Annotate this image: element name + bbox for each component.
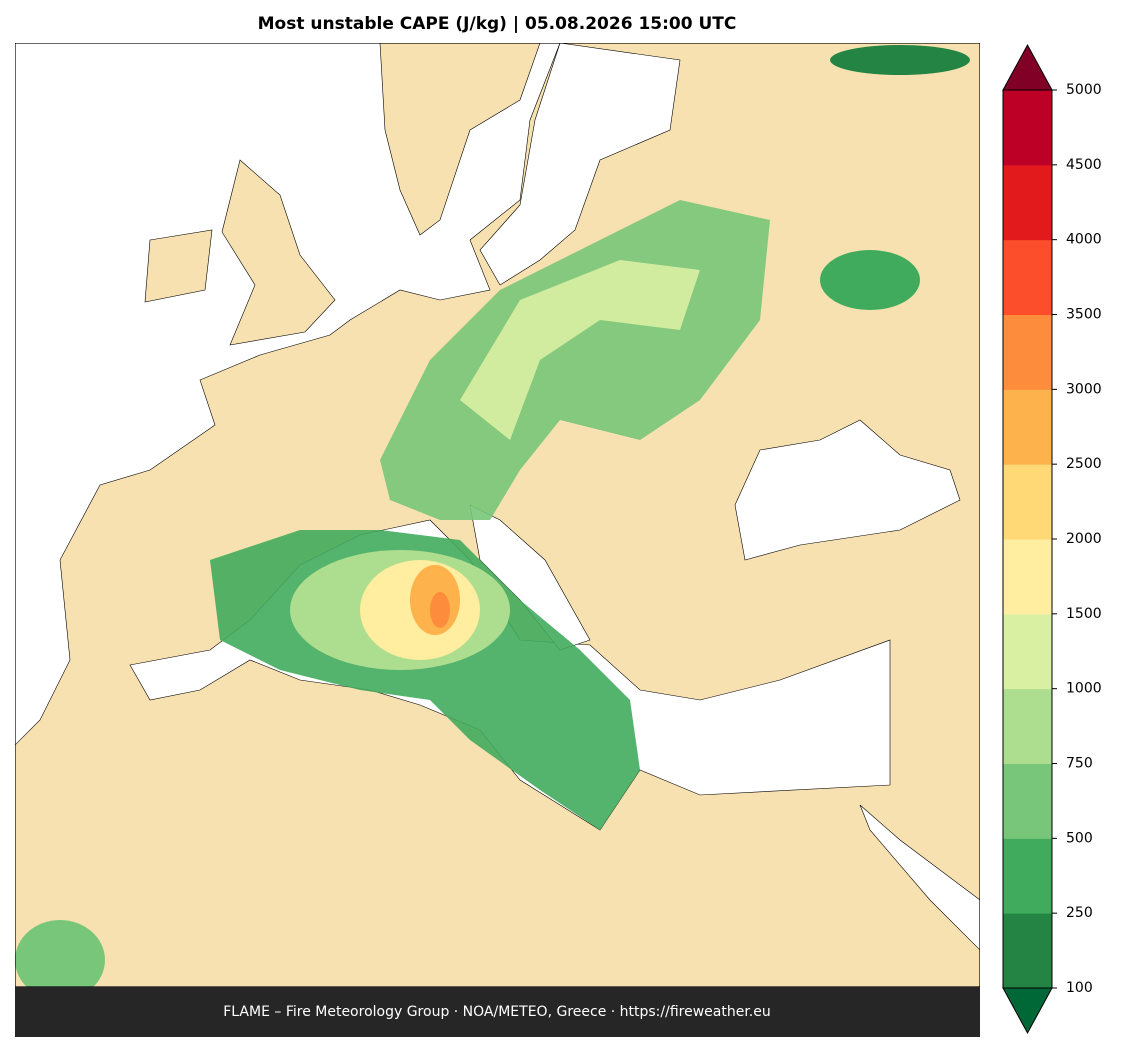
colorbar-tick-label: 1000 [1066,681,1102,697]
sea [859,804,980,951]
colorbar-tick-label: 4000 [1066,232,1102,248]
sea [479,43,681,286]
colorbar-bin [1003,913,1052,989]
colorbar-tick-label: 1500 [1066,606,1102,622]
colorbar-bin [1003,838,1052,914]
colorbar-bin [1003,389,1052,465]
colorbar-tick-label: 750 [1066,756,1093,772]
cape-area [820,250,920,310]
sea [15,43,561,746]
colorbar-bin [1003,239,1052,315]
colorbar-bin [1003,613,1052,690]
colorbar-under [1002,987,1053,1035]
colorbar-tick-label: 5000 [1066,82,1102,98]
colorbar-bin [1003,314,1052,390]
cape-area [15,920,105,987]
sea [734,419,961,561]
cape-area [830,45,970,75]
land [144,229,213,303]
colorbar-bin [1003,90,1052,166]
colorbar-tick-label: 4500 [1066,157,1102,173]
footer-text: FLAME – Fire Meteorology Group · NOA/MET… [223,1004,771,1020]
colorbar-tick-label: 3000 [1066,381,1102,397]
land [221,159,336,346]
cape-area [430,592,450,628]
map-title: Most unstable CAPE (J/kg) | 05.08.2026 1… [258,14,737,34]
colorbar-tick-label: 2500 [1066,456,1102,472]
cape-area [460,260,700,440]
colorbar-tick-label: 2000 [1066,531,1102,547]
colorbar-tick-label: 100 [1066,980,1093,996]
colorbar-bin [1003,164,1052,241]
colorbar-tick-label: 3500 [1066,307,1102,323]
colorbar-bin [1003,539,1052,615]
colorbar-bin [1003,464,1052,540]
colorbar-tick-label: 250 [1066,905,1093,921]
colorbar-bin [1003,763,1052,839]
map [15,43,980,987]
colorbar-bin [1003,688,1052,764]
footer-band [15,987,980,1037]
colorbar-over [1002,43,1053,91]
colorbar-tick-label: 500 [1066,830,1093,846]
